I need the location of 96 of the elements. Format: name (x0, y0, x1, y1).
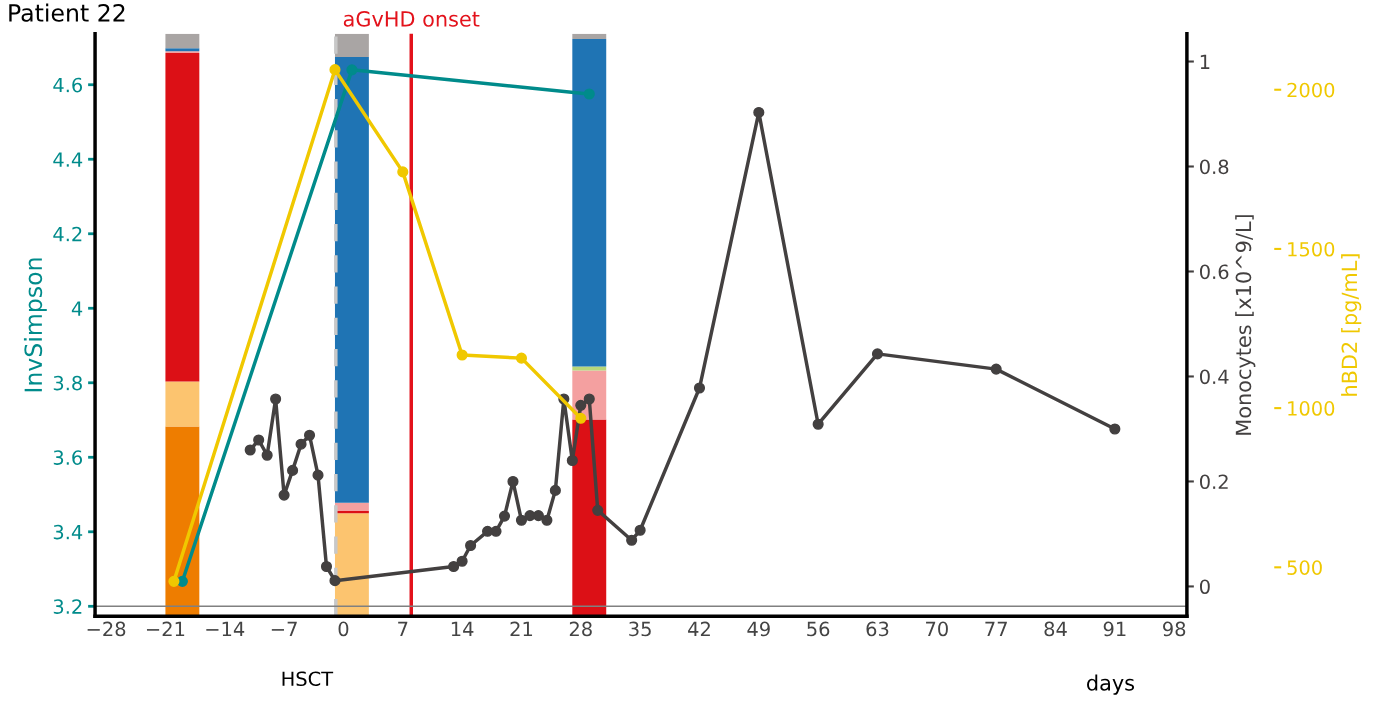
point (168, 575, 180, 587)
point (515, 352, 528, 364)
point (592, 504, 604, 516)
point (498, 510, 511, 522)
point (515, 514, 528, 526)
point (278, 489, 290, 501)
y-tick-label: 3.6 (53, 450, 83, 465)
y2-tick-label: 1 (1200, 54, 1210, 69)
point (507, 475, 519, 488)
point (303, 429, 316, 441)
point (329, 575, 341, 587)
ref-line-label: aGvHD onset (343, 10, 480, 27)
y-tick-label: 4.6 (53, 77, 83, 93)
bar (165, 52, 200, 382)
x-tick-label: 35 (629, 621, 651, 637)
y2-tick-label: 0.8 (1199, 159, 1229, 175)
x-tick-label: 21 (510, 621, 533, 636)
y-axis-title: InvSimpson (23, 258, 47, 392)
point (312, 469, 324, 481)
point (261, 449, 273, 461)
point (990, 363, 1002, 375)
bar (334, 33, 369, 57)
point (295, 438, 307, 450)
y-tick-label: 4 (71, 301, 83, 316)
point (448, 560, 460, 573)
x-tick-label: 14 (451, 621, 474, 636)
point (812, 418, 824, 430)
x-tick-label: −14 (206, 621, 245, 636)
point (456, 555, 468, 567)
x-tick-label: −28 (87, 621, 126, 637)
point (456, 349, 468, 361)
x-tick-label: 77 (985, 621, 1007, 636)
y3-axis-title: hBD2 [pg/mL] (1341, 254, 1362, 396)
text: HSCT (282, 671, 334, 687)
x-tick-label: 49 (747, 621, 770, 637)
point (329, 64, 341, 76)
point (397, 166, 409, 178)
bar (165, 381, 200, 427)
bar (572, 366, 607, 371)
point (541, 514, 553, 526)
x-tick-label: 84 (1044, 621, 1067, 637)
x-tick-label: 91 (1103, 621, 1126, 637)
y-tick-label: 4.4 (53, 152, 83, 167)
point (626, 534, 638, 546)
point (634, 524, 646, 536)
point (244, 444, 256, 456)
y2-tick-label: 0.4 (1199, 369, 1229, 385)
point (1109, 423, 1121, 435)
point (575, 399, 587, 411)
chart-title: Patient 22 (9, 3, 125, 22)
point (566, 454, 578, 467)
y3-tick-label: 500 (1287, 560, 1322, 575)
y2-tick-label: 0 (1199, 579, 1210, 595)
point (320, 560, 333, 573)
x-tick-label: −21 (146, 621, 185, 636)
y2-axis-title: Monocytes [x10^9/L] (1235, 215, 1256, 435)
point (270, 393, 282, 405)
y3-tick-label: 2000 (1287, 82, 1335, 98)
x-tick-label: 28 (569, 621, 592, 637)
x-axis-title: days (1087, 674, 1135, 695)
point (583, 88, 595, 100)
x-tick-label: 56 (807, 621, 830, 637)
x-tick-label: −7 (271, 621, 297, 636)
x-tick-label: 7 (398, 621, 408, 636)
x-tick-label: 98 (1163, 621, 1186, 637)
y2-tick-label: 0.2 (1199, 474, 1228, 490)
bar (572, 33, 607, 39)
point (871, 348, 884, 360)
x-tick-label: 63 (866, 621, 889, 637)
x-tick-label: 70 (926, 621, 948, 637)
point (549, 484, 561, 496)
y-tick-label: 3.8 (53, 375, 82, 391)
y-tick-label: 3.4 (53, 524, 83, 540)
point (253, 434, 265, 446)
point (490, 525, 502, 537)
x-tick-label: 42 (688, 621, 710, 636)
point (287, 464, 299, 476)
y-tick-label: 4.2 (53, 226, 82, 242)
point (346, 64, 358, 76)
y3-tick-label: 1500 (1288, 241, 1335, 257)
x-tick-label: 0 (338, 621, 349, 637)
y2-tick-label: 0.6 (1199, 264, 1229, 280)
y3-tick-label: 1000 (1288, 401, 1335, 416)
point (583, 393, 595, 405)
point (575, 412, 587, 424)
bar (165, 426, 200, 617)
bar (165, 33, 200, 49)
point (465, 539, 477, 552)
point (753, 106, 765, 118)
bar (572, 419, 607, 617)
bar (334, 502, 369, 511)
bar (334, 57, 369, 503)
point (693, 382, 706, 394)
bar (572, 38, 607, 367)
bar (334, 513, 369, 617)
y-tick-label: 3.2 (53, 599, 82, 614)
